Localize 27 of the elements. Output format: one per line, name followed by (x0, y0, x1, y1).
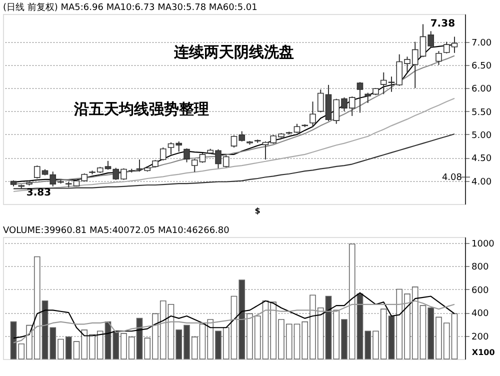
y-tick-label: 800 (472, 262, 489, 273)
candlestick (356, 82, 364, 114)
y-tick-label: 5.00 (472, 130, 492, 141)
annotation: 7.38 (430, 18, 456, 30)
candlestick (310, 101, 316, 128)
y-tick-label: 6.50 (472, 61, 492, 72)
y-tick-label: 200 (472, 332, 489, 342)
line-series (12, 292, 456, 339)
text: X100 (472, 348, 496, 357)
y-tick-label: 600 (472, 286, 489, 296)
annotation: 3.83 (26, 188, 52, 199)
text: $ (254, 206, 261, 216)
annotation: 连续两天阴线洗盘 (173, 43, 294, 61)
y-tick-label: 400 (472, 309, 489, 320)
candlestick (184, 148, 190, 163)
y-tick-label: 5.50 (472, 108, 492, 118)
ref-line-label: 4.08 (442, 173, 462, 184)
chart-title: VOLUME:39960.81 MA5:40072.05 MA10:46266.80 (3, 226, 230, 236)
chart-title: (日线 前复权) MA5:6.96 MA10:6.73 MA30:5.78 MA60:5.01 (3, 2, 258, 13)
y-tick-label: 7.00 (472, 38, 492, 48)
y-tick-label: 4.00 (472, 177, 492, 188)
y-tick-label: 1000 (472, 239, 495, 250)
candlestick (160, 146, 166, 161)
annotation: 沿五天均线强势整理 (73, 100, 210, 118)
y-tick-label: 6.00 (472, 84, 492, 95)
y-tick-label: 4.50 (472, 154, 492, 164)
candlestick (436, 50, 442, 66)
